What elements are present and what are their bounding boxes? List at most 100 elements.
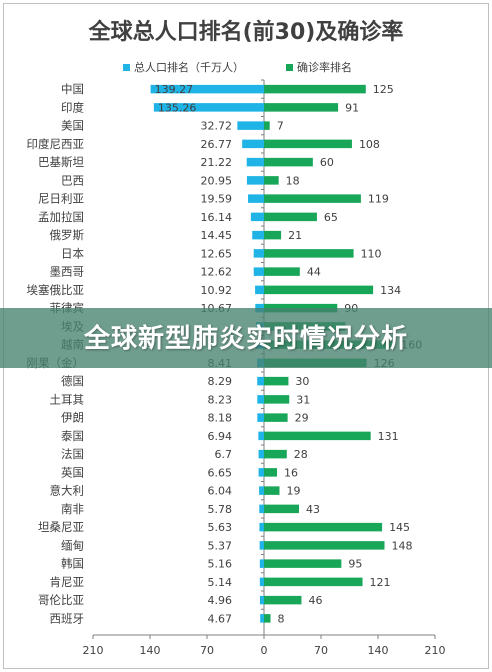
data-label-population: 5.37 <box>208 539 233 552</box>
data-label-rank: 148 <box>392 539 413 552</box>
bar-rank <box>264 285 374 295</box>
category-label: 俄罗斯 <box>50 228 85 242</box>
bar-rank <box>264 468 278 477</box>
bar-rank <box>264 84 366 94</box>
bar-rank <box>264 431 371 441</box>
bar-rank <box>264 376 289 386</box>
bar-population <box>242 139 264 149</box>
bar-rank <box>264 413 288 422</box>
legend-label-rank: 确诊率排名 <box>297 60 352 74</box>
category-label: 尼日利亚 <box>38 192 84 206</box>
bar-population <box>252 230 264 240</box>
bar-rank <box>264 595 302 605</box>
bar-rank <box>264 139 352 149</box>
data-label-population: 8.29 <box>208 375 233 388</box>
data-label-rank: 18 <box>286 174 300 187</box>
category-label: 韩国 <box>61 557 84 571</box>
category-label: 肯尼亚 <box>50 575 85 589</box>
bar-population <box>259 577 264 587</box>
legend-swatch-rank <box>286 64 293 71</box>
category-label: 泰国 <box>61 429 84 443</box>
data-label-population: 6.65 <box>208 466 233 479</box>
data-label-rank: 8 <box>278 612 285 625</box>
bar-rank <box>264 614 271 623</box>
bar-rank <box>264 194 361 203</box>
data-label-rank: 16 <box>284 466 298 479</box>
data-label-population: 14.45 <box>201 229 233 242</box>
data-label-rank: 125 <box>373 83 394 96</box>
bar-population <box>250 212 264 222</box>
bar-rank <box>264 176 279 185</box>
bar-rank <box>264 395 290 404</box>
bar-population <box>257 413 264 422</box>
data-label-rank: 95 <box>348 558 362 571</box>
data-label-population: 21.22 <box>201 156 233 169</box>
bar-population <box>258 468 264 477</box>
watermark-band <box>0 308 492 368</box>
category-label: 德国 <box>61 374 84 388</box>
bar-population <box>259 595 264 605</box>
category-label: 坦桑尼亚 <box>38 520 84 534</box>
data-label-population: 139.27 <box>155 83 194 96</box>
legend-swatch-population <box>123 64 130 71</box>
category-label: 南非 <box>61 502 84 516</box>
bar-rank <box>264 522 383 532</box>
bar-population <box>259 504 264 514</box>
data-label-population: 6.94 <box>208 430 233 443</box>
x-tick-label: 210 <box>425 644 446 657</box>
category-label: 印度 <box>61 100 84 114</box>
data-label-population: 16.14 <box>201 211 233 224</box>
data-label-population: 20.95 <box>201 174 233 187</box>
x-tick-label: 0 <box>261 644 268 657</box>
category-label: 日本 <box>61 246 84 260</box>
category-label: 英国 <box>61 465 84 479</box>
bar-population <box>259 522 264 532</box>
data-label-population: 32.72 <box>201 120 233 133</box>
bar-population <box>253 267 264 276</box>
data-label-population: 8.18 <box>208 412 233 425</box>
category-label: 中国 <box>61 82 84 96</box>
data-label-rank: 44 <box>307 266 321 279</box>
bar-rank <box>264 103 339 112</box>
data-label-rank: 65 <box>324 211 338 224</box>
bar-rank <box>264 559 342 568</box>
overlay-caption: 全球新型肺炎实时情况分析 <box>83 324 408 354</box>
data-label-population: 5.14 <box>208 576 233 589</box>
data-label-rank: 46 <box>308 594 322 607</box>
bar-population <box>259 541 264 550</box>
bar-population <box>253 249 264 258</box>
data-label-rank: 7 <box>277 120 284 133</box>
legend-label-population: 总人口排名（千万人） <box>134 60 244 74</box>
bar-rank <box>264 486 280 495</box>
data-label-rank: 60 <box>320 156 334 169</box>
data-label-population: 26.77 <box>201 138 233 151</box>
x-tick-label: 70 <box>314 644 328 657</box>
bar-population <box>259 559 264 568</box>
bar-population <box>237 121 264 130</box>
data-label-rank: 43 <box>306 503 320 516</box>
category-label: 墨西哥 <box>50 265 85 279</box>
data-label-population: 4.67 <box>208 612 233 625</box>
bar-rank <box>264 504 300 514</box>
data-label-population: 12.65 <box>201 247 233 260</box>
data-label-population: 10.92 <box>201 284 233 297</box>
chart-title: 全球总人口排名(前30)及确诊率 <box>88 20 404 45</box>
category-label: 巴西 <box>61 173 84 187</box>
bar-population <box>246 157 264 167</box>
bar-rank <box>264 541 385 550</box>
category-label: 法国 <box>61 447 84 461</box>
bar-population <box>153 103 264 112</box>
data-label-population: 6.04 <box>208 485 233 498</box>
x-tick-label: 70 <box>200 644 214 657</box>
x-tick-label: 140 <box>368 644 389 657</box>
category-label: 巴基斯坦 <box>38 155 84 169</box>
category-label: 伊朗 <box>61 411 84 425</box>
data-label-rank: 31 <box>296 393 310 406</box>
category-label: 西班牙 <box>50 611 85 625</box>
category-label: 缅甸 <box>61 538 84 552</box>
category-label: 美国 <box>61 119 84 133</box>
data-label-population: 12.62 <box>201 266 233 279</box>
bar-rank <box>264 230 282 240</box>
data-label-population: 6.7 <box>215 448 233 461</box>
data-label-rank: 145 <box>389 521 410 534</box>
